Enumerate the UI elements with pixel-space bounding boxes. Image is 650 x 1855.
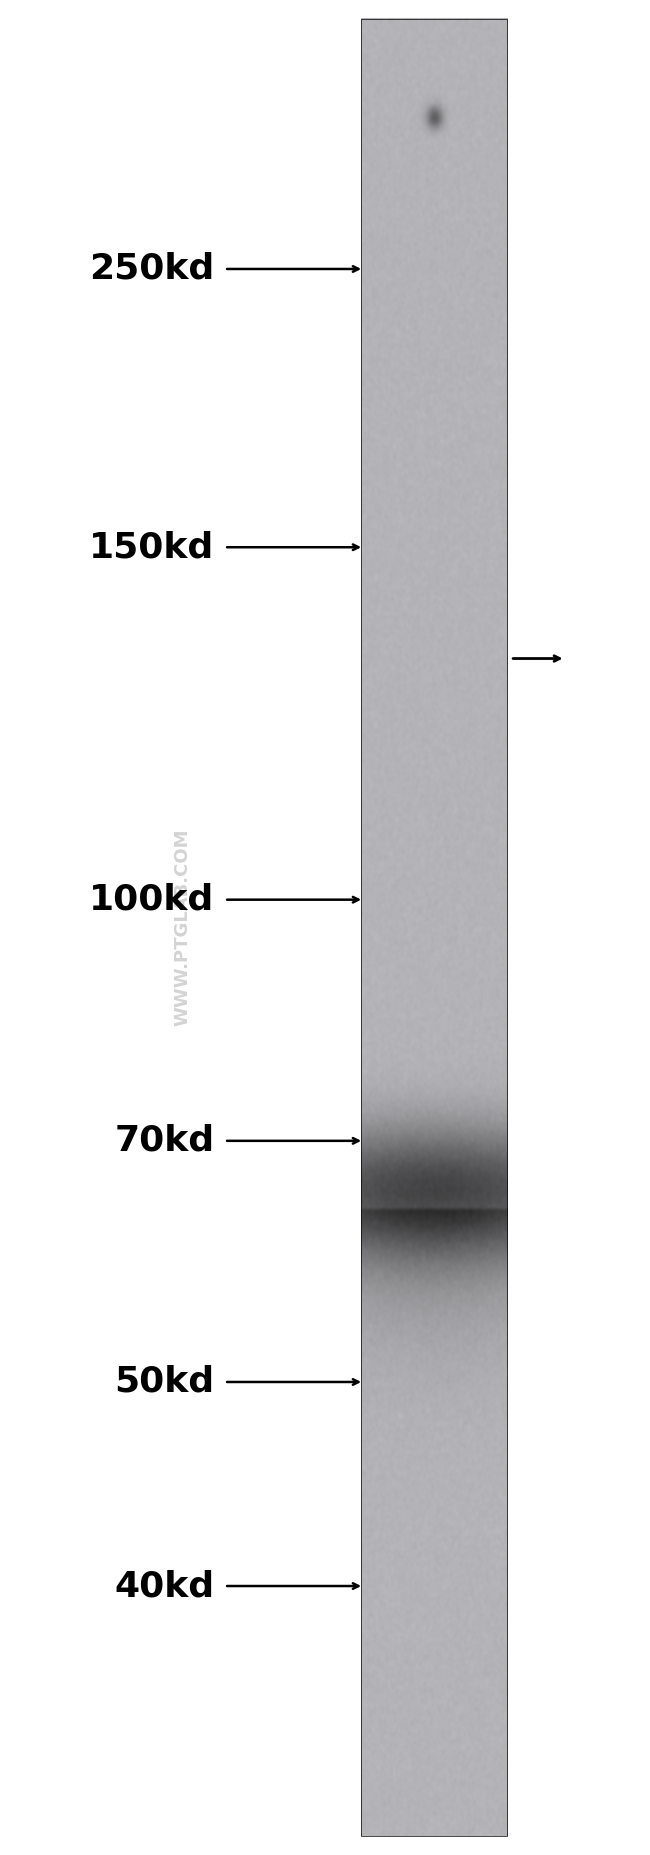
Text: WWW.PTGLAB.COM: WWW.PTGLAB.COM [173, 829, 191, 1026]
Text: 40kd: 40kd [114, 1569, 214, 1603]
Text: 250kd: 250kd [89, 252, 214, 286]
Text: 50kd: 50kd [114, 1365, 214, 1399]
Text: 70kd: 70kd [114, 1124, 214, 1158]
Bar [361, 19, 507, 1836]
Text: 100kd: 100kd [89, 883, 214, 916]
Text: 150kd: 150kd [89, 531, 214, 564]
